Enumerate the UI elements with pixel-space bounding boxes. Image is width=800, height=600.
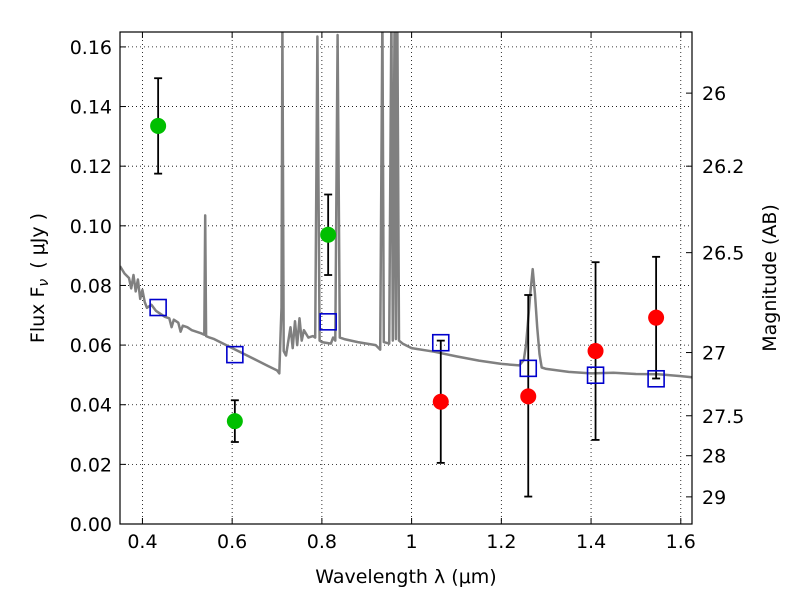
photometry-point xyxy=(150,117,167,134)
y2-tick-label: 27.5 xyxy=(702,406,744,428)
y2-tick-label: 26.5 xyxy=(702,243,744,265)
model-spectrum-line xyxy=(120,32,692,379)
y-tick-label: 0.06 xyxy=(70,335,112,357)
x-tick-label: 1.6 xyxy=(666,531,696,553)
y-tick-label: 0.10 xyxy=(70,216,112,238)
y2-axis-label: Magnitude (AB) xyxy=(759,204,781,352)
x-axis-label: Wavelength λ (μm) xyxy=(315,566,496,588)
y-tick-label: 0.00 xyxy=(70,514,112,536)
y-tick-label: 0.16 xyxy=(70,37,112,59)
x-tick-label: 0.8 xyxy=(307,531,337,553)
model-flux-square xyxy=(519,359,538,378)
model-flux-square xyxy=(586,366,605,385)
y-tick-label: 0.08 xyxy=(70,275,112,297)
model-flux-square xyxy=(431,333,450,352)
data-markers xyxy=(149,117,665,430)
x-tick-label: 1.4 xyxy=(576,531,606,553)
y2-tick-label: 29 xyxy=(702,487,726,509)
y-axis-label-unit: ( μJy ) xyxy=(27,213,49,269)
x-tick-labels: 0.4 0.6 0.8 1 1.2 1.4 1.6 xyxy=(127,531,696,553)
model-flux-square xyxy=(226,345,244,364)
plot-frame xyxy=(119,31,693,525)
model-flux-square xyxy=(647,369,665,388)
photometry-point xyxy=(587,343,604,360)
x-tick-label: 0.6 xyxy=(217,531,247,553)
y2-tick-label: 27 xyxy=(702,343,726,365)
model-spectrum xyxy=(120,32,692,379)
y-axis-label-sub: ν xyxy=(36,279,52,287)
axis-ticks xyxy=(120,32,692,525)
y-axis-label: Flux Fν ( μJy ) xyxy=(27,213,52,343)
model-flux-square xyxy=(319,313,337,331)
y-tick-label: 0.04 xyxy=(70,395,112,417)
model-flux-square xyxy=(149,298,167,317)
photometry-point xyxy=(520,388,537,405)
x-tick-label: 0.4 xyxy=(127,531,157,553)
error-bars xyxy=(154,77,661,498)
y-tick-label: 0.12 xyxy=(70,156,112,178)
y-axis-label-main: Flux F xyxy=(27,287,49,343)
y2-tick-labels: 26 26.2 26.5 27 27.5 28 29 xyxy=(702,83,744,509)
photometry-point xyxy=(320,226,337,243)
x-tick-label: 1.2 xyxy=(486,531,516,553)
y2-tick-label: 26.2 xyxy=(702,156,744,178)
photometry-point xyxy=(226,413,243,430)
y-tick-label: 0.02 xyxy=(70,454,112,476)
y-tick-label: 0.14 xyxy=(70,97,112,119)
x-tick-label: 1 xyxy=(406,531,418,553)
photometry-point xyxy=(648,309,665,326)
y2-tick-label: 26 xyxy=(702,83,726,105)
y2-tick-label: 28 xyxy=(702,446,726,468)
plot-area xyxy=(120,32,692,498)
y-tick-labels: 0.00 0.02 0.04 0.06 0.08 0.10 0.12 0.14 0.16 xyxy=(70,37,112,536)
photometry-point xyxy=(432,393,449,410)
